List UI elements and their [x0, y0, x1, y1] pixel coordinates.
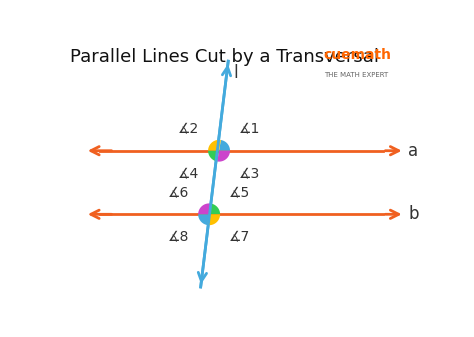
PathPatch shape: [198, 214, 209, 225]
PathPatch shape: [209, 204, 220, 214]
PathPatch shape: [217, 151, 230, 162]
PathPatch shape: [219, 140, 230, 151]
PathPatch shape: [208, 140, 221, 151]
Text: ∡4: ∡4: [178, 166, 199, 180]
Text: a: a: [408, 142, 419, 160]
Text: b: b: [408, 205, 419, 223]
Text: cuemath: cuemath: [324, 48, 392, 62]
PathPatch shape: [208, 151, 219, 161]
Text: Parallel Lines Cut by a Transversal: Parallel Lines Cut by a Transversal: [70, 48, 379, 66]
Text: ∡6: ∡6: [168, 185, 190, 199]
Text: THE MATH EXPERT: THE MATH EXPERT: [324, 71, 388, 78]
PathPatch shape: [198, 204, 211, 214]
Text: ∡5: ∡5: [229, 185, 250, 199]
PathPatch shape: [207, 214, 220, 225]
Text: ∡2: ∡2: [178, 121, 199, 135]
Text: ∡3: ∡3: [239, 166, 260, 180]
Text: l: l: [234, 64, 238, 82]
Text: ∡7: ∡7: [229, 229, 250, 244]
Text: ∡8: ∡8: [168, 229, 190, 244]
Text: ∡1: ∡1: [239, 121, 260, 135]
